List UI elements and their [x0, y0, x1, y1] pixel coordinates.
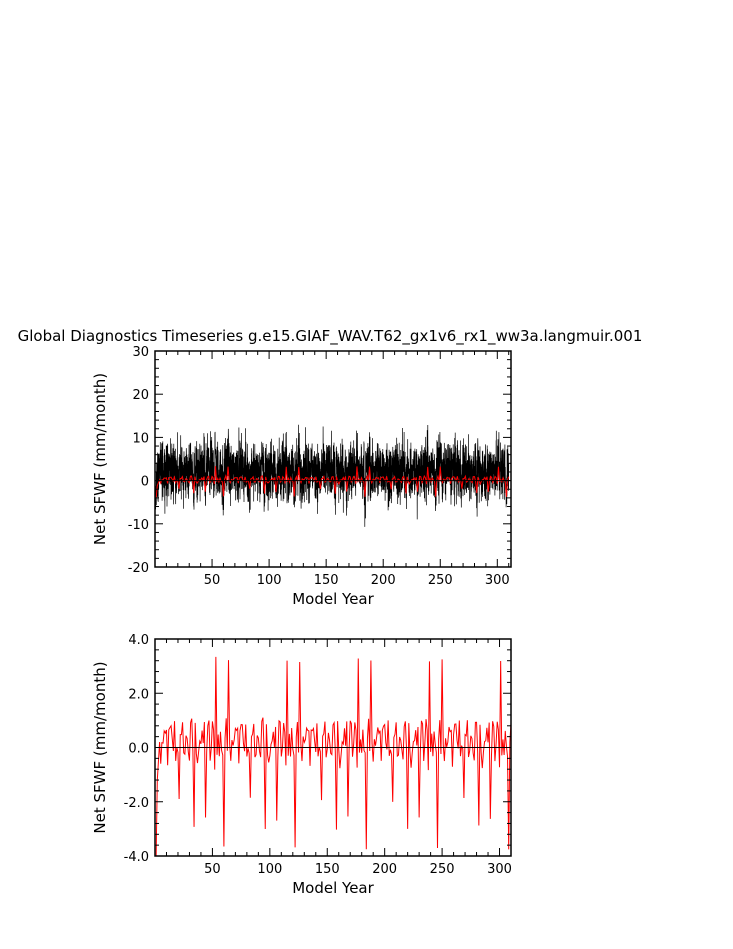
x-tick-label: 150: [315, 862, 340, 877]
x-tick-label: 100: [257, 573, 282, 588]
x-tick-label: 50: [204, 862, 221, 877]
y-tick-label: -20: [128, 561, 149, 576]
y-tick-label: 30: [132, 345, 149, 360]
bottom-panel-y-axis-label: Net SFWF (mm/month): [91, 661, 109, 833]
bottom-panel-x-axis-label: Model Year: [292, 879, 374, 897]
x-tick-label: 250: [430, 862, 455, 877]
y-tick-label: -4.0: [124, 850, 149, 865]
y-tick-label: -10: [128, 518, 149, 533]
top-panel-y-axis-label: Net SFWF (mm/month): [91, 373, 109, 545]
x-tick-label: 300: [485, 573, 510, 588]
x-tick-label: 50: [204, 573, 221, 588]
figure-title: Global Diagnostics Timeseries g.e15.GIAF…: [18, 327, 643, 346]
y-tick-label: 2.0: [128, 687, 149, 702]
x-tick-label: 150: [314, 573, 339, 588]
top-panel-x-axis-label: Model Year: [292, 590, 374, 608]
monthly-series-line: [155, 424, 510, 527]
y-tick-label: 4.0: [128, 633, 149, 648]
top-panel: 50 100 150 200 250 300 -20 -10 0 10 20 30 Model Year…: [91, 345, 512, 608]
bottom-panel: 50 100 150 200 250 300 -4.0 -2.0 0.0 2.0 4.0 Model …: [91, 633, 512, 897]
x-tick-label: 200: [371, 573, 396, 588]
top-panel-frame: [154, 350, 512, 568]
x-tick-label: 200: [372, 862, 397, 877]
y-tick-label: 0: [141, 475, 149, 490]
y-tick-label: 10: [132, 431, 149, 446]
bottom-panel-data: [155, 656, 511, 856]
top-panel-data: [155, 424, 510, 527]
annual-mean-line-bottom: [155, 656, 511, 856]
y-tick-label: 20: [132, 388, 149, 403]
y-tick-label: -2.0: [124, 796, 149, 811]
y-tick-label: 0.0: [128, 742, 149, 757]
x-tick-label: 250: [428, 573, 453, 588]
x-tick-label: 300: [487, 862, 512, 877]
x-tick-label: 100: [257, 862, 282, 877]
